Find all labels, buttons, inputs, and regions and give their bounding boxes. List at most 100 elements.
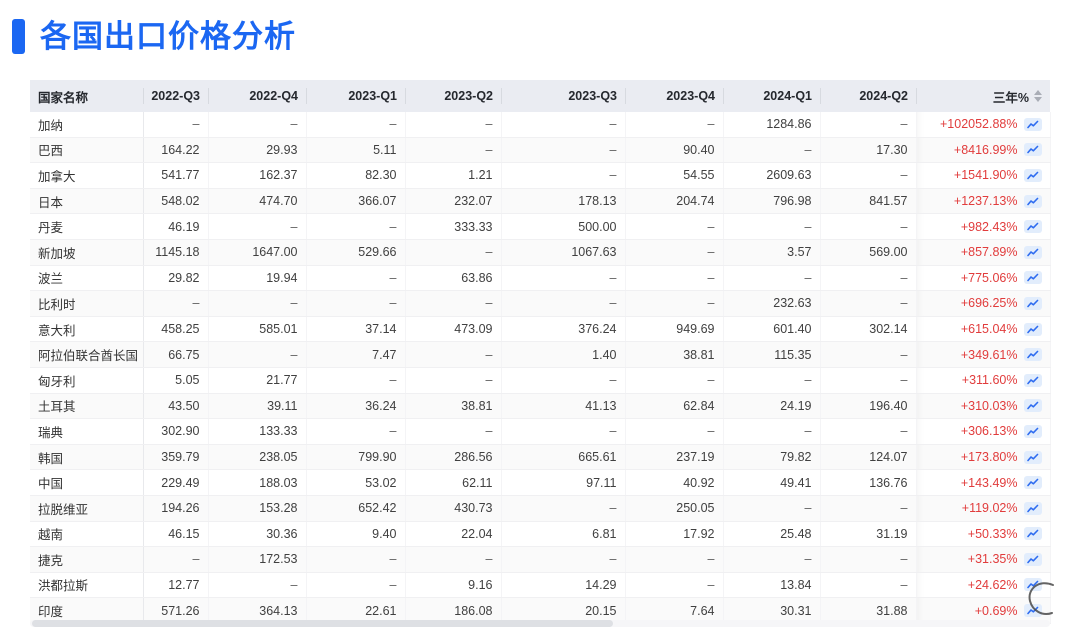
column-header-2023-q3: 2023-Q3 bbox=[501, 80, 625, 112]
value-cell: 949.69 bbox=[625, 316, 724, 343]
value-cell: – bbox=[723, 418, 821, 445]
trend-chart-icon[interactable] bbox=[1023, 194, 1042, 208]
value-cell: – bbox=[625, 239, 724, 266]
value-cell: 31.88 bbox=[820, 597, 917, 624]
value-cell: 229.49 bbox=[143, 469, 209, 496]
column-header-three-year-pct[interactable]: 三年% bbox=[916, 80, 1050, 112]
value-cell: – bbox=[625, 290, 724, 317]
three-year-pct-cell: +310.03% bbox=[915, 393, 1051, 420]
country-cell: 土耳其 bbox=[30, 393, 144, 420]
value-cell: 124.07 bbox=[820, 444, 917, 471]
three-year-pct-cell: +0.69% bbox=[915, 597, 1051, 624]
value-cell: 178.13 bbox=[501, 188, 626, 215]
value-cell: 194.26 bbox=[143, 495, 209, 522]
value-cell: – bbox=[625, 367, 724, 394]
value-cell: 62.84 bbox=[625, 393, 724, 420]
value-cell: 1.40 bbox=[501, 341, 626, 368]
horizontal-scrollbar[interactable] bbox=[30, 620, 1050, 627]
value-cell: 5.05 bbox=[143, 367, 209, 394]
trend-chart-icon[interactable] bbox=[1023, 424, 1042, 438]
trend-chart-icon[interactable] bbox=[1023, 245, 1042, 259]
value-cell: 12.77 bbox=[143, 572, 209, 599]
trend-chart-icon[interactable] bbox=[1023, 143, 1042, 157]
trend-chart-icon[interactable] bbox=[1023, 296, 1042, 310]
value-cell: 133.33 bbox=[208, 418, 307, 445]
trend-chart-icon[interactable] bbox=[1023, 450, 1042, 464]
value-cell: 22.04 bbox=[405, 521, 502, 548]
trend-chart-icon[interactable] bbox=[1023, 348, 1042, 362]
value-cell: 36.24 bbox=[306, 393, 406, 420]
table-row: 阿拉伯联合酋长国 66.75–7.47–1.40 38.81 115.35– +349.… bbox=[30, 341, 1051, 368]
trend-chart-icon[interactable] bbox=[1023, 578, 1042, 592]
value-cell: 529.66 bbox=[306, 239, 406, 266]
three-year-pct-value: +173.80% bbox=[960, 450, 1018, 465]
value-cell: – bbox=[723, 265, 821, 292]
value-cell: 473.09 bbox=[405, 316, 502, 343]
country-cell: 捷克 bbox=[30, 546, 144, 573]
value-cell: – bbox=[820, 418, 917, 445]
three-year-pct-cell: +119.02% bbox=[915, 495, 1051, 522]
value-cell: 238.05 bbox=[208, 444, 307, 471]
value-cell: 31.19 bbox=[820, 521, 917, 548]
value-cell: 9.40 bbox=[306, 521, 406, 548]
value-cell: – bbox=[143, 290, 209, 317]
trend-chart-icon[interactable] bbox=[1023, 476, 1042, 490]
scrollbar-thumb[interactable] bbox=[32, 620, 614, 627]
value-cell: – bbox=[501, 137, 626, 164]
value-cell: 237.19 bbox=[625, 444, 724, 471]
three-year-pct-value: +24.62% bbox=[967, 577, 1018, 592]
column-header-2022-q4: 2022-Q4 bbox=[208, 80, 306, 112]
value-cell: 7.47 bbox=[306, 341, 406, 368]
value-cell: – bbox=[820, 367, 917, 394]
value-cell: – bbox=[820, 265, 917, 292]
three-year-pct-cell: +1541.90% bbox=[915, 162, 1051, 189]
trend-chart-icon[interactable] bbox=[1023, 527, 1042, 541]
value-cell: 14.29 bbox=[501, 572, 626, 599]
trend-chart-icon[interactable] bbox=[1023, 373, 1042, 387]
trend-chart-icon[interactable] bbox=[1023, 399, 1042, 413]
value-cell: 54.55 bbox=[625, 162, 724, 189]
value-cell: – bbox=[723, 546, 821, 573]
value-cell: 1647.00 bbox=[208, 239, 307, 266]
table-row: 韩国 359.79 238.05 799.90 286.56 665.61 237.19 79… bbox=[30, 444, 1051, 471]
three-year-pct-value: +119.02% bbox=[961, 501, 1018, 516]
three-year-pct-cell: +50.33% bbox=[915, 521, 1051, 548]
value-cell: 38.81 bbox=[625, 341, 724, 368]
value-cell: – bbox=[625, 418, 724, 445]
value-cell: – bbox=[625, 213, 724, 240]
country-cell: 加纳 bbox=[30, 112, 144, 138]
trend-chart-icon[interactable] bbox=[1023, 501, 1042, 515]
trend-chart-icon[interactable] bbox=[1023, 271, 1042, 285]
value-cell: 652.42 bbox=[306, 495, 406, 522]
value-cell: 359.79 bbox=[143, 444, 209, 471]
three-year-pct-cell: +775.06% bbox=[915, 265, 1051, 292]
trend-chart-icon[interactable] bbox=[1023, 552, 1042, 566]
column-header-2023-q4: 2023-Q4 bbox=[625, 80, 723, 112]
value-cell: 82.30 bbox=[306, 162, 406, 189]
value-cell: 364.13 bbox=[208, 597, 307, 624]
value-cell: – bbox=[306, 546, 406, 573]
three-year-pct-value: +349.61% bbox=[960, 347, 1018, 362]
sort-icon[interactable] bbox=[1034, 90, 1042, 102]
table-row: 日本 548.02 474.70 366.07 232.07 178.13 204.74 79… bbox=[30, 188, 1051, 215]
value-cell: 164.22 bbox=[143, 137, 209, 164]
three-year-pct-cell: +173.80% bbox=[915, 444, 1051, 471]
value-cell: 9.16 bbox=[405, 572, 502, 599]
trend-chart-icon[interactable] bbox=[1023, 322, 1042, 336]
value-cell: – bbox=[723, 367, 821, 394]
country-cell: 瑞典 bbox=[30, 418, 144, 445]
value-cell: – bbox=[723, 137, 821, 164]
trend-chart-icon[interactable] bbox=[1023, 117, 1042, 131]
table-row: 印度 571.26 364.13 22.61 186.08 20.15 7.64 30.31 3… bbox=[30, 597, 1051, 624]
table-row: 越南 46.15 30.36 9.40 22.04 6.81 17.92 25.48 31.19… bbox=[30, 521, 1051, 548]
three-year-pct-cell: +349.61% bbox=[915, 341, 1051, 368]
trend-chart-icon[interactable] bbox=[1023, 168, 1042, 182]
country-cell: 越南 bbox=[30, 521, 144, 548]
value-cell: – bbox=[820, 112, 917, 138]
three-year-pct-value: +8416.99% bbox=[953, 142, 1018, 157]
trend-chart-icon[interactable] bbox=[1023, 220, 1042, 234]
value-cell: 29.82 bbox=[143, 265, 209, 292]
value-cell: – bbox=[501, 495, 626, 522]
value-cell: – bbox=[501, 418, 626, 445]
value-cell: 24.19 bbox=[723, 393, 821, 420]
